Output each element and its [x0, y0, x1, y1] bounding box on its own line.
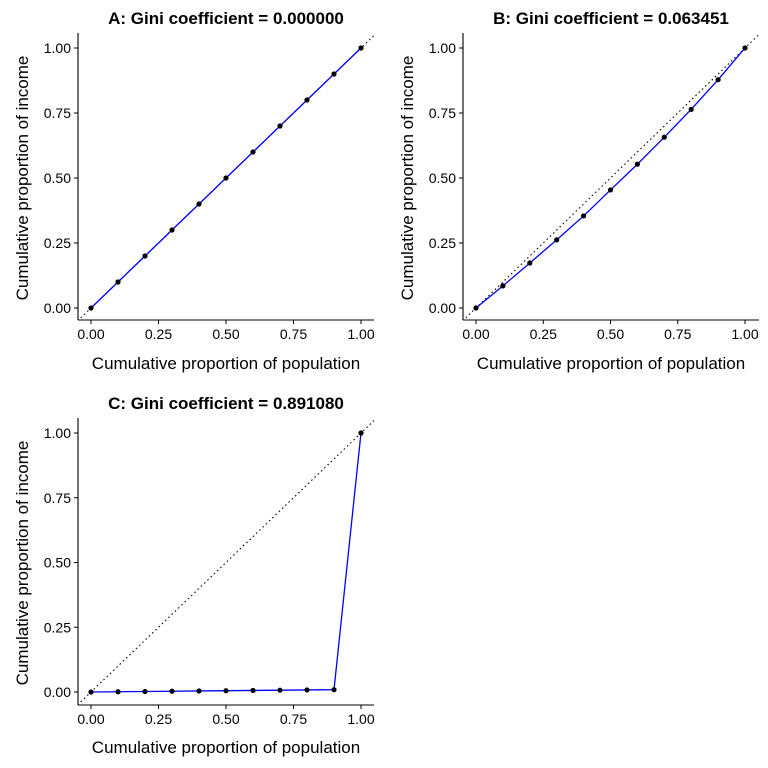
chart-title: A: Gini coefficient = 0.000000: [108, 9, 344, 28]
y-tick-label: 0.00: [44, 300, 71, 316]
x-tick-label: 0.50: [212, 711, 239, 727]
y-tick-label: 0.50: [44, 555, 71, 571]
y-tick-label: 1.00: [44, 425, 71, 441]
y-tick-label: 0.00: [44, 684, 71, 700]
y-tick-label: 0.75: [44, 105, 71, 121]
data-point: [196, 688, 202, 694]
data-point: [115, 279, 121, 285]
x-tick-label: 0.50: [597, 326, 624, 342]
data-point: [331, 687, 337, 693]
x-tick-label: 0.75: [280, 326, 307, 342]
data-point: [196, 201, 202, 207]
data-point: [661, 134, 667, 140]
x-axis-label: Cumulative proportion of population: [477, 354, 745, 373]
x-tick-label: 0.00: [77, 326, 104, 342]
data-point: [223, 175, 229, 181]
data-point: [358, 430, 364, 436]
y-tick-label: 0.25: [44, 235, 71, 251]
data-point: [634, 161, 641, 167]
data-point: [715, 77, 721, 83]
y-tick-label: 0.50: [44, 170, 71, 186]
data-point: [607, 187, 614, 193]
x-tick-label: 0.25: [145, 711, 172, 727]
x-tick-label: 0.50: [212, 326, 239, 342]
chart-title: C: Gini coefficient = 0.891080: [108, 394, 344, 413]
y-axis-label: Cumulative proportion of income: [13, 56, 32, 301]
x-tick-label: 0.75: [280, 711, 307, 727]
x-axis-label: Cumulative proportion of population: [92, 354, 360, 373]
data-point: [527, 260, 533, 266]
data-point: [277, 687, 283, 693]
data-point: [142, 688, 148, 695]
equality-reference-line: [78, 419, 374, 705]
data-point: [169, 227, 175, 233]
data-point: [500, 283, 506, 289]
chart-panel: B: Gini coefficient = 0.063451 0.00 0.00 0.…: [398, 9, 759, 373]
x-tick-label: 0.00: [462, 326, 489, 342]
data-point: [331, 71, 337, 77]
data-point: [250, 687, 256, 694]
data-point: [473, 305, 479, 311]
y-tick-label: 1.00: [44, 40, 71, 56]
data-point: [88, 689, 94, 695]
data-point: [250, 149, 256, 155]
data-point: [88, 305, 94, 311]
chart-title: B: Gini coefficient = 0.063451: [493, 9, 729, 28]
x-tick-label: 1.00: [347, 711, 374, 727]
chart-panel: C: Gini coefficient = 0.891080 0.00 0.00 0.…: [13, 394, 375, 757]
x-tick-label: 1.00: [347, 326, 374, 342]
data-point: [142, 253, 148, 259]
data-point: [277, 123, 283, 129]
y-tick-label: 0.50: [429, 170, 456, 186]
data-point: [304, 97, 310, 103]
x-axis-label: Cumulative proportion of population: [92, 738, 360, 757]
data-point: [688, 106, 694, 112]
y-tick-label: 0.75: [44, 490, 71, 506]
data-point: [223, 688, 229, 694]
y-axis-label: Cumulative proportion of income: [13, 441, 32, 686]
y-tick-label: 0.00: [429, 300, 456, 316]
data-point: [304, 687, 310, 693]
x-tick-label: 0.75: [664, 326, 691, 342]
x-tick-label: 0.25: [145, 326, 172, 342]
data-point: [554, 237, 560, 243]
y-tick-label: 0.25: [429, 235, 456, 251]
data-point: [169, 688, 175, 694]
y-tick-label: 1.00: [429, 40, 456, 56]
y-tick-label: 0.75: [429, 105, 456, 121]
chart-panel: A: Gini coefficient = 0.000000 0.00 0.00 0.…: [13, 9, 375, 373]
x-tick-label: 0.25: [530, 326, 557, 342]
data-point: [742, 45, 748, 51]
equality-reference-line: [463, 34, 759, 320]
y-axis-label: Cumulative proportion of income: [398, 56, 417, 301]
x-tick-label: 0.00: [77, 711, 104, 727]
y-tick-label: 0.25: [44, 619, 71, 635]
data-point: [115, 689, 121, 695]
data-point: [358, 45, 364, 51]
data-point: [581, 213, 587, 219]
x-tick-label: 1.00: [731, 326, 758, 342]
